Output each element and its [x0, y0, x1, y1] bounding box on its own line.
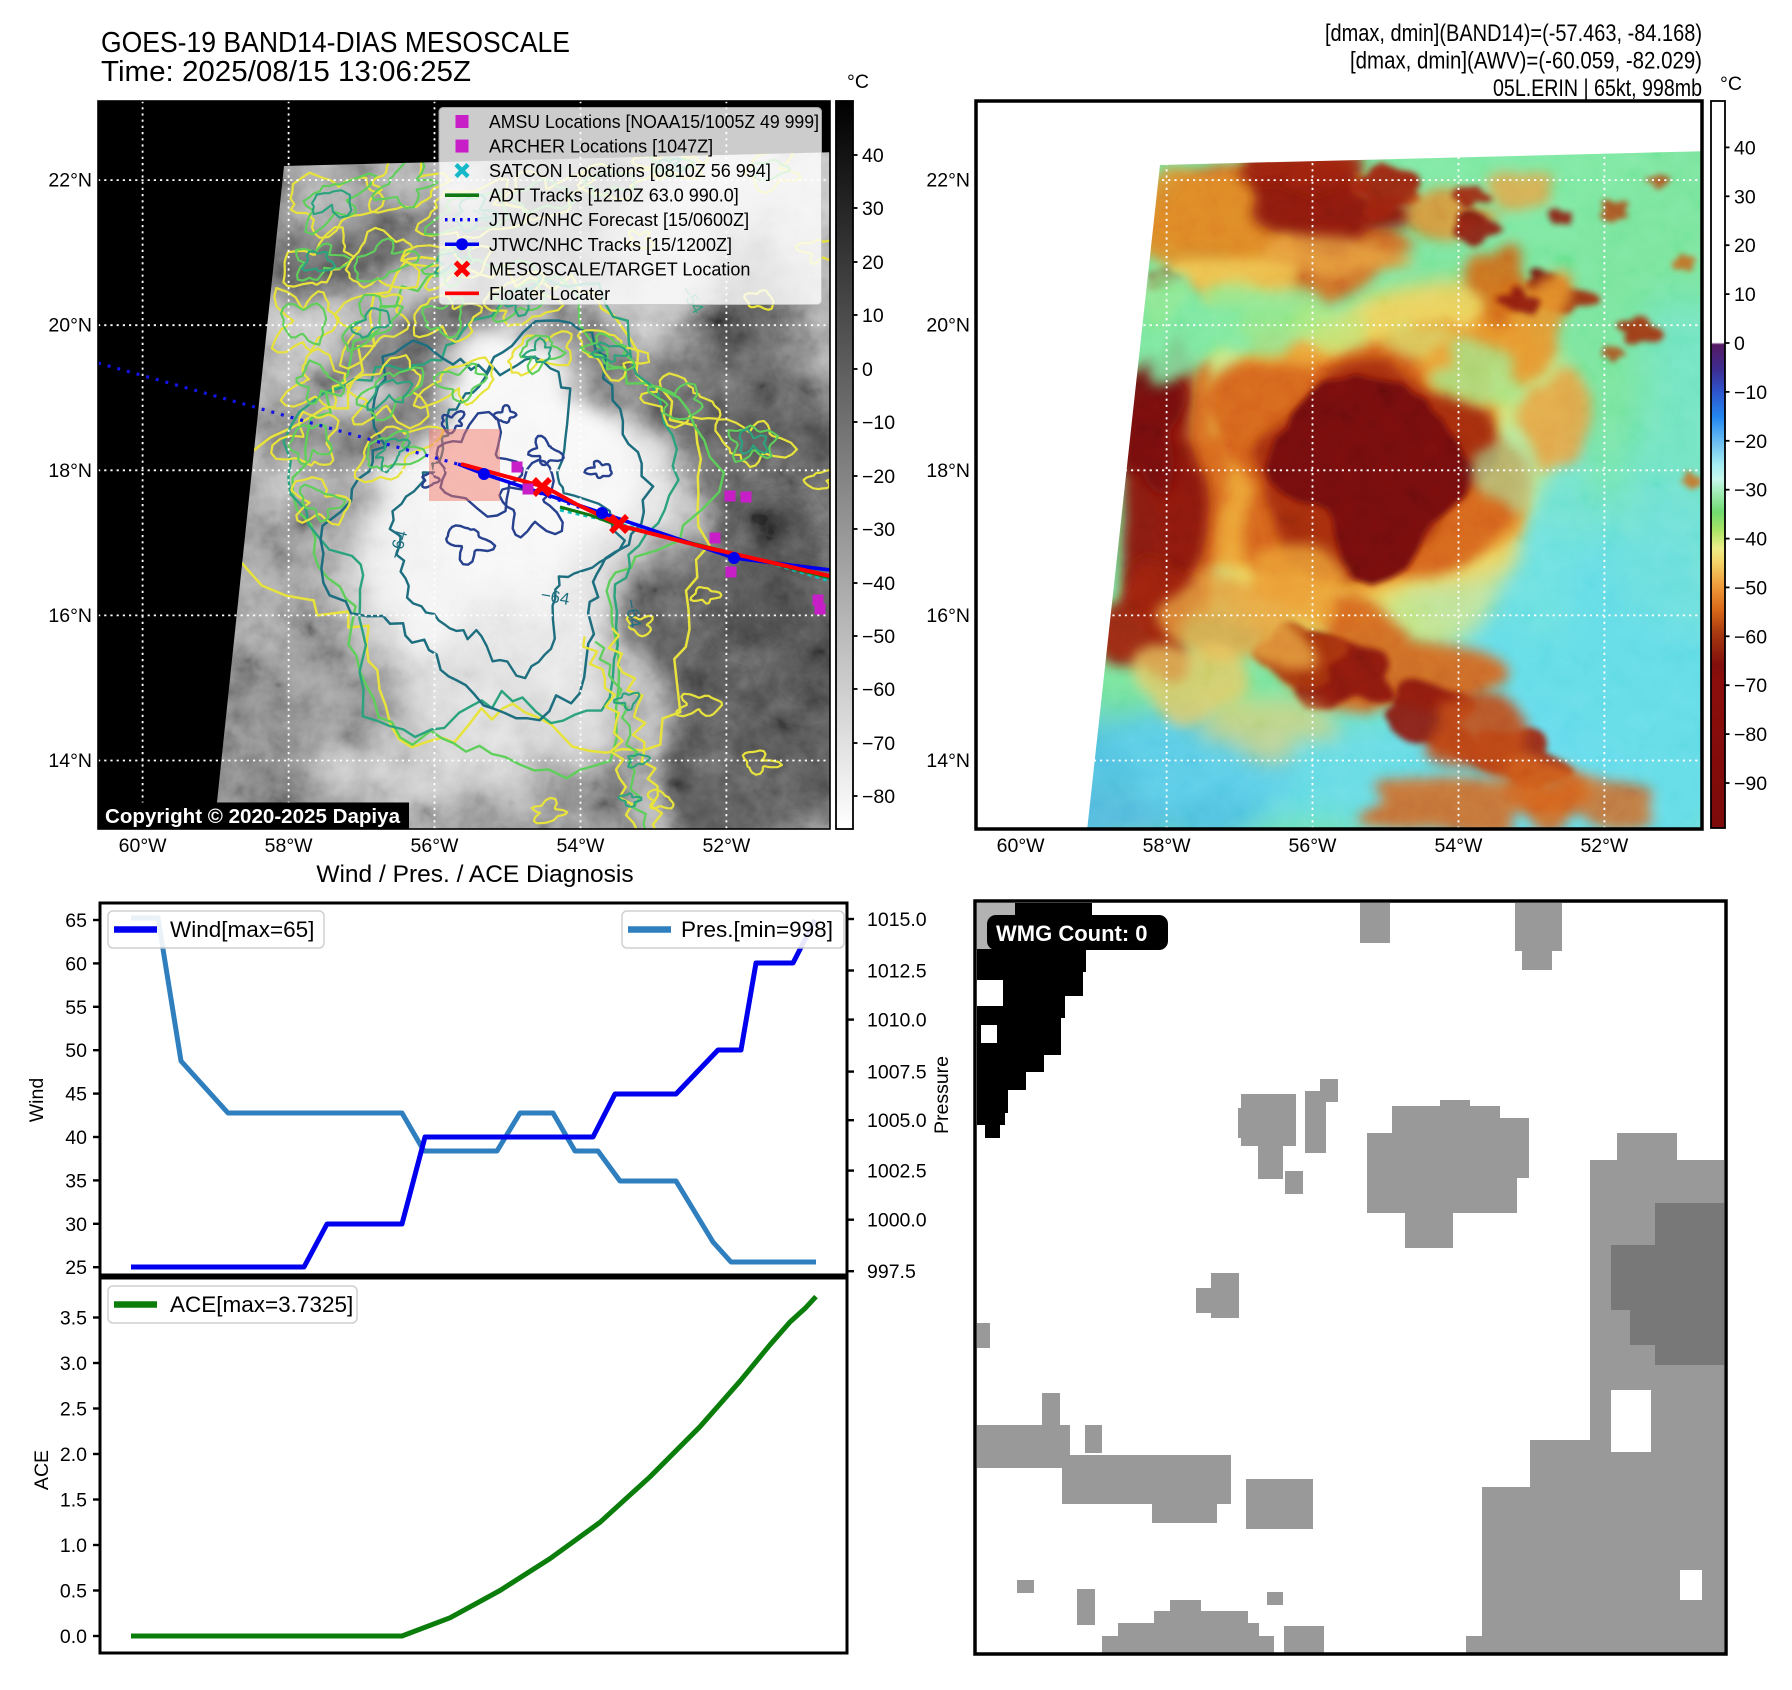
svg-text:GOES-19 BAND14-DIAS MESOSCALE: GOES-19 BAND14-DIAS MESOSCALE — [101, 27, 570, 59]
svg-text:65: 65 — [65, 910, 87, 932]
svg-text:10: 10 — [862, 305, 884, 327]
svg-text:WMG Count: 0: WMG Count: 0 — [996, 921, 1148, 946]
svg-text:1015.0: 1015.0 — [867, 909, 927, 931]
svg-text:JTWC/NHC Forecast [15/0600Z]: JTWC/NHC Forecast [15/0600Z] — [489, 210, 749, 230]
svg-text:−30: −30 — [862, 519, 895, 541]
svg-text:60°W: 60°W — [119, 835, 167, 857]
svg-text:−80: −80 — [1734, 724, 1767, 746]
svg-text:0: 0 — [1734, 333, 1745, 355]
svg-text:1002.5: 1002.5 — [867, 1161, 927, 1183]
svg-text:MESOSCALE/TARGET Location: MESOSCALE/TARGET Location — [489, 259, 750, 279]
svg-text:Wind / Pres. / ACE Diagnosis: Wind / Pres. / ACE Diagnosis — [316, 861, 633, 888]
svg-text:997.5: 997.5 — [867, 1261, 916, 1283]
svg-text:−20: −20 — [862, 466, 895, 488]
svg-text:25: 25 — [65, 1257, 87, 1279]
svg-text:2.0: 2.0 — [60, 1444, 87, 1466]
svg-text:1012.5: 1012.5 — [867, 961, 927, 983]
svg-text:ADT Tracks [1210Z 63.0 990.0]: ADT Tracks [1210Z 63.0 990.0] — [489, 186, 739, 206]
svg-text:ACE: ACE — [31, 1450, 53, 1490]
svg-text:1007.5: 1007.5 — [867, 1062, 927, 1084]
svg-text:°C: °C — [1720, 73, 1742, 95]
svg-text:55: 55 — [65, 997, 87, 1019]
svg-text:Wind: Wind — [26, 1078, 48, 1122]
svg-text:1000.0: 1000.0 — [867, 1210, 927, 1232]
svg-text:20: 20 — [862, 252, 884, 274]
svg-text:−50: −50 — [1734, 577, 1767, 599]
svg-text:−70: −70 — [862, 733, 895, 755]
svg-text:22°N: 22°N — [926, 170, 970, 192]
svg-text:54°W: 54°W — [1435, 835, 1483, 857]
svg-text:0.5: 0.5 — [60, 1581, 87, 1603]
svg-text:3.0: 3.0 — [60, 1353, 87, 1375]
svg-text:−20: −20 — [1734, 431, 1767, 453]
svg-text:AMSU Locations [NOAA15/1005Z 4: AMSU Locations [NOAA15/1005Z 49 999] — [489, 112, 819, 132]
svg-text:[dmax, dmin](BAND14)=(-57.463,: [dmax, dmin](BAND14)=(-57.463, -84.168) — [1325, 20, 1702, 47]
svg-text:°C: °C — [847, 71, 869, 93]
svg-text:40: 40 — [862, 145, 884, 167]
svg-text:ARCHER Locations [1047Z]: ARCHER Locations [1047Z] — [489, 137, 713, 157]
svg-text:14°N: 14°N — [48, 750, 92, 772]
svg-text:52°W: 52°W — [1580, 835, 1628, 857]
svg-text:22°N: 22°N — [48, 170, 92, 192]
svg-text:10: 10 — [1734, 284, 1756, 306]
svg-text:1.0: 1.0 — [60, 1535, 87, 1557]
svg-text:1.5: 1.5 — [60, 1490, 87, 1512]
svg-text:1005.0: 1005.0 — [867, 1110, 927, 1132]
svg-text:ACE[max=3.7325]: ACE[max=3.7325] — [170, 1292, 353, 1317]
svg-text:SATCON Locations [0810Z 56 994: SATCON Locations [0810Z 56 994] — [489, 161, 771, 181]
svg-text:60°W: 60°W — [997, 835, 1045, 857]
svg-text:54°W: 54°W — [557, 835, 605, 857]
svg-text:16°N: 16°N — [926, 605, 970, 627]
svg-text:14°N: 14°N — [926, 750, 970, 772]
svg-text:−70: −70 — [1734, 675, 1767, 697]
svg-text:58°W: 58°W — [265, 835, 313, 857]
svg-text:40: 40 — [1734, 137, 1756, 159]
svg-text:−64: −64 — [621, 597, 645, 629]
svg-text:60: 60 — [65, 953, 87, 975]
svg-text:0.0: 0.0 — [60, 1626, 87, 1648]
svg-text:18°N: 18°N — [926, 460, 970, 482]
svg-text:−60: −60 — [1734, 626, 1767, 648]
svg-text:56°W: 56°W — [1289, 835, 1337, 857]
svg-text:Floater Locater: Floater Locater — [489, 284, 610, 304]
svg-text:−40: −40 — [1734, 529, 1767, 551]
svg-text:35: 35 — [65, 1170, 87, 1192]
svg-text:20°N: 20°N — [926, 315, 970, 337]
svg-text:50: 50 — [65, 1040, 87, 1062]
svg-text:Wind[max=65]: Wind[max=65] — [170, 917, 314, 942]
svg-text:30: 30 — [1734, 186, 1756, 208]
svg-text:40: 40 — [65, 1127, 87, 1149]
svg-text:−10: −10 — [862, 412, 895, 434]
svg-text:56°W: 56°W — [411, 835, 459, 857]
svg-text:20: 20 — [1734, 235, 1756, 257]
svg-text:1010.0: 1010.0 — [867, 1010, 927, 1032]
svg-text:05L.ERIN | 65kt, 998mb: 05L.ERIN | 65kt, 998mb — [1493, 75, 1702, 102]
svg-text:0: 0 — [862, 359, 873, 381]
svg-text:[dmax, dmin](AWV)=(-60.059, -8: [dmax, dmin](AWV)=(-60.059, -82.029) — [1350, 48, 1702, 75]
svg-text:20°N: 20°N — [48, 315, 92, 337]
svg-text:45: 45 — [65, 1084, 87, 1106]
svg-text:30: 30 — [862, 198, 884, 220]
svg-text:−50: −50 — [862, 626, 895, 648]
svg-text:16°N: 16°N — [48, 605, 92, 627]
svg-text:−30: −30 — [1734, 480, 1767, 502]
svg-text:18°N: 18°N — [48, 460, 92, 482]
svg-text:−64: −64 — [539, 585, 571, 609]
svg-text:2.5: 2.5 — [60, 1399, 87, 1421]
svg-text:−40: −40 — [862, 573, 895, 595]
svg-text:Pressure: Pressure — [931, 1056, 953, 1134]
svg-text:−60: −60 — [862, 679, 895, 701]
svg-text:JTWC/NHC Tracks [15/1200Z]: JTWC/NHC Tracks [15/1200Z] — [489, 235, 732, 255]
svg-text:−80: −80 — [862, 786, 895, 808]
svg-text:−90: −90 — [1734, 773, 1767, 795]
svg-text:52°W: 52°W — [702, 835, 750, 857]
svg-text:3.5: 3.5 — [60, 1308, 87, 1330]
svg-text:30: 30 — [65, 1214, 87, 1236]
svg-text:58°W: 58°W — [1143, 835, 1191, 857]
svg-text:−10: −10 — [1734, 382, 1767, 404]
svg-text:Copyright © 2020-2025 Dapiya: Copyright © 2020-2025 Dapiya — [105, 805, 401, 828]
svg-text:Time: 2025/08/15 13:06:25Z: Time: 2025/08/15 13:06:25Z — [101, 56, 471, 88]
svg-text:Pres.[min=998]: Pres.[min=998] — [681, 917, 833, 942]
